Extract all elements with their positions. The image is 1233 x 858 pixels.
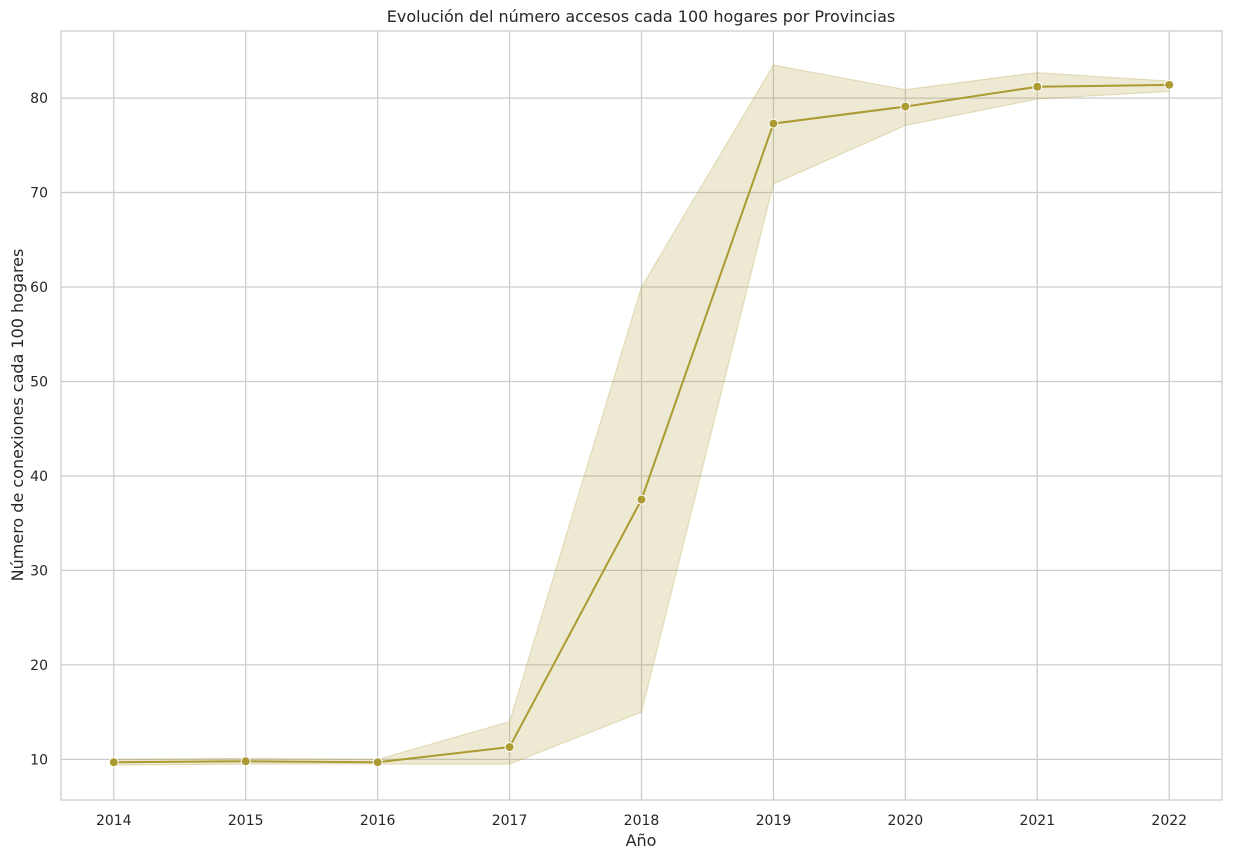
x-tick-label: 2020 xyxy=(888,813,924,829)
data-point xyxy=(372,757,383,768)
y-tick-label: 60 xyxy=(30,280,48,296)
y-tick-label: 80 xyxy=(30,91,48,107)
y-axis-label: Número de conexiones cada 100 hogares xyxy=(8,249,27,582)
data-point xyxy=(636,494,647,505)
y-tick-label: 30 xyxy=(30,563,48,579)
plot-frame xyxy=(60,30,1223,801)
grid xyxy=(61,31,1222,800)
data-point xyxy=(900,101,911,112)
x-tick-label: 2017 xyxy=(492,813,528,829)
y-tick-label: 20 xyxy=(30,658,48,674)
x-axis-label: Año xyxy=(626,831,657,850)
data-point xyxy=(1164,79,1175,90)
data-point xyxy=(504,742,515,753)
y-tick-label: 70 xyxy=(30,186,48,202)
data-point xyxy=(1032,81,1043,92)
x-tick-label: 2021 xyxy=(1019,813,1055,829)
x-tick-label: 2016 xyxy=(360,813,396,829)
y-tick-labels: 10 20 30 40 50 60 70 80 xyxy=(30,91,48,768)
x-tick-label: 2018 xyxy=(624,813,660,829)
x-tick-label: 2014 xyxy=(96,813,132,829)
x-tick-label: 2019 xyxy=(756,813,792,829)
data-points xyxy=(108,79,1175,768)
x-tick-label: 2022 xyxy=(1151,813,1187,829)
data-point xyxy=(108,757,119,768)
y-tick-label: 10 xyxy=(30,752,48,768)
chart-title: Evolución del número accesos cada 100 ho… xyxy=(387,7,895,26)
data-point xyxy=(768,118,779,129)
x-tick-labels: 2014 2015 2016 2017 2018 2019 2020 2021 2022 xyxy=(96,813,1187,829)
y-tick-label: 50 xyxy=(30,374,48,390)
x-tick-label: 2015 xyxy=(228,813,264,829)
data-point xyxy=(240,756,251,767)
y-tick-label: 40 xyxy=(30,469,48,485)
